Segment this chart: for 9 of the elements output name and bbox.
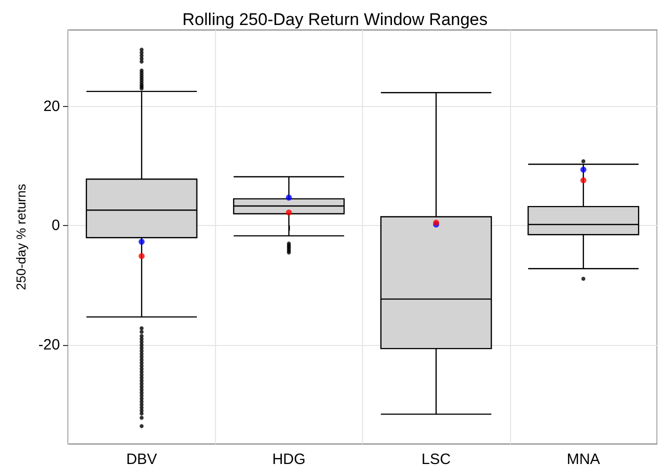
x-tick-label: LSC <box>422 451 451 468</box>
y-axis-title: 250-day % returns <box>13 183 28 290</box>
x-tick-label: DBV <box>126 451 158 468</box>
chart-title: Rolling 250-Day Return Window Ranges <box>182 10 488 29</box>
y-tick-label: 0 <box>52 217 60 234</box>
y-tick-label: -20 <box>38 336 60 354</box>
x-tick-label: HDG <box>272 451 306 468</box>
y-tick-label: 20 <box>43 98 60 115</box>
x-tick-label: MNA <box>566 451 600 468</box>
